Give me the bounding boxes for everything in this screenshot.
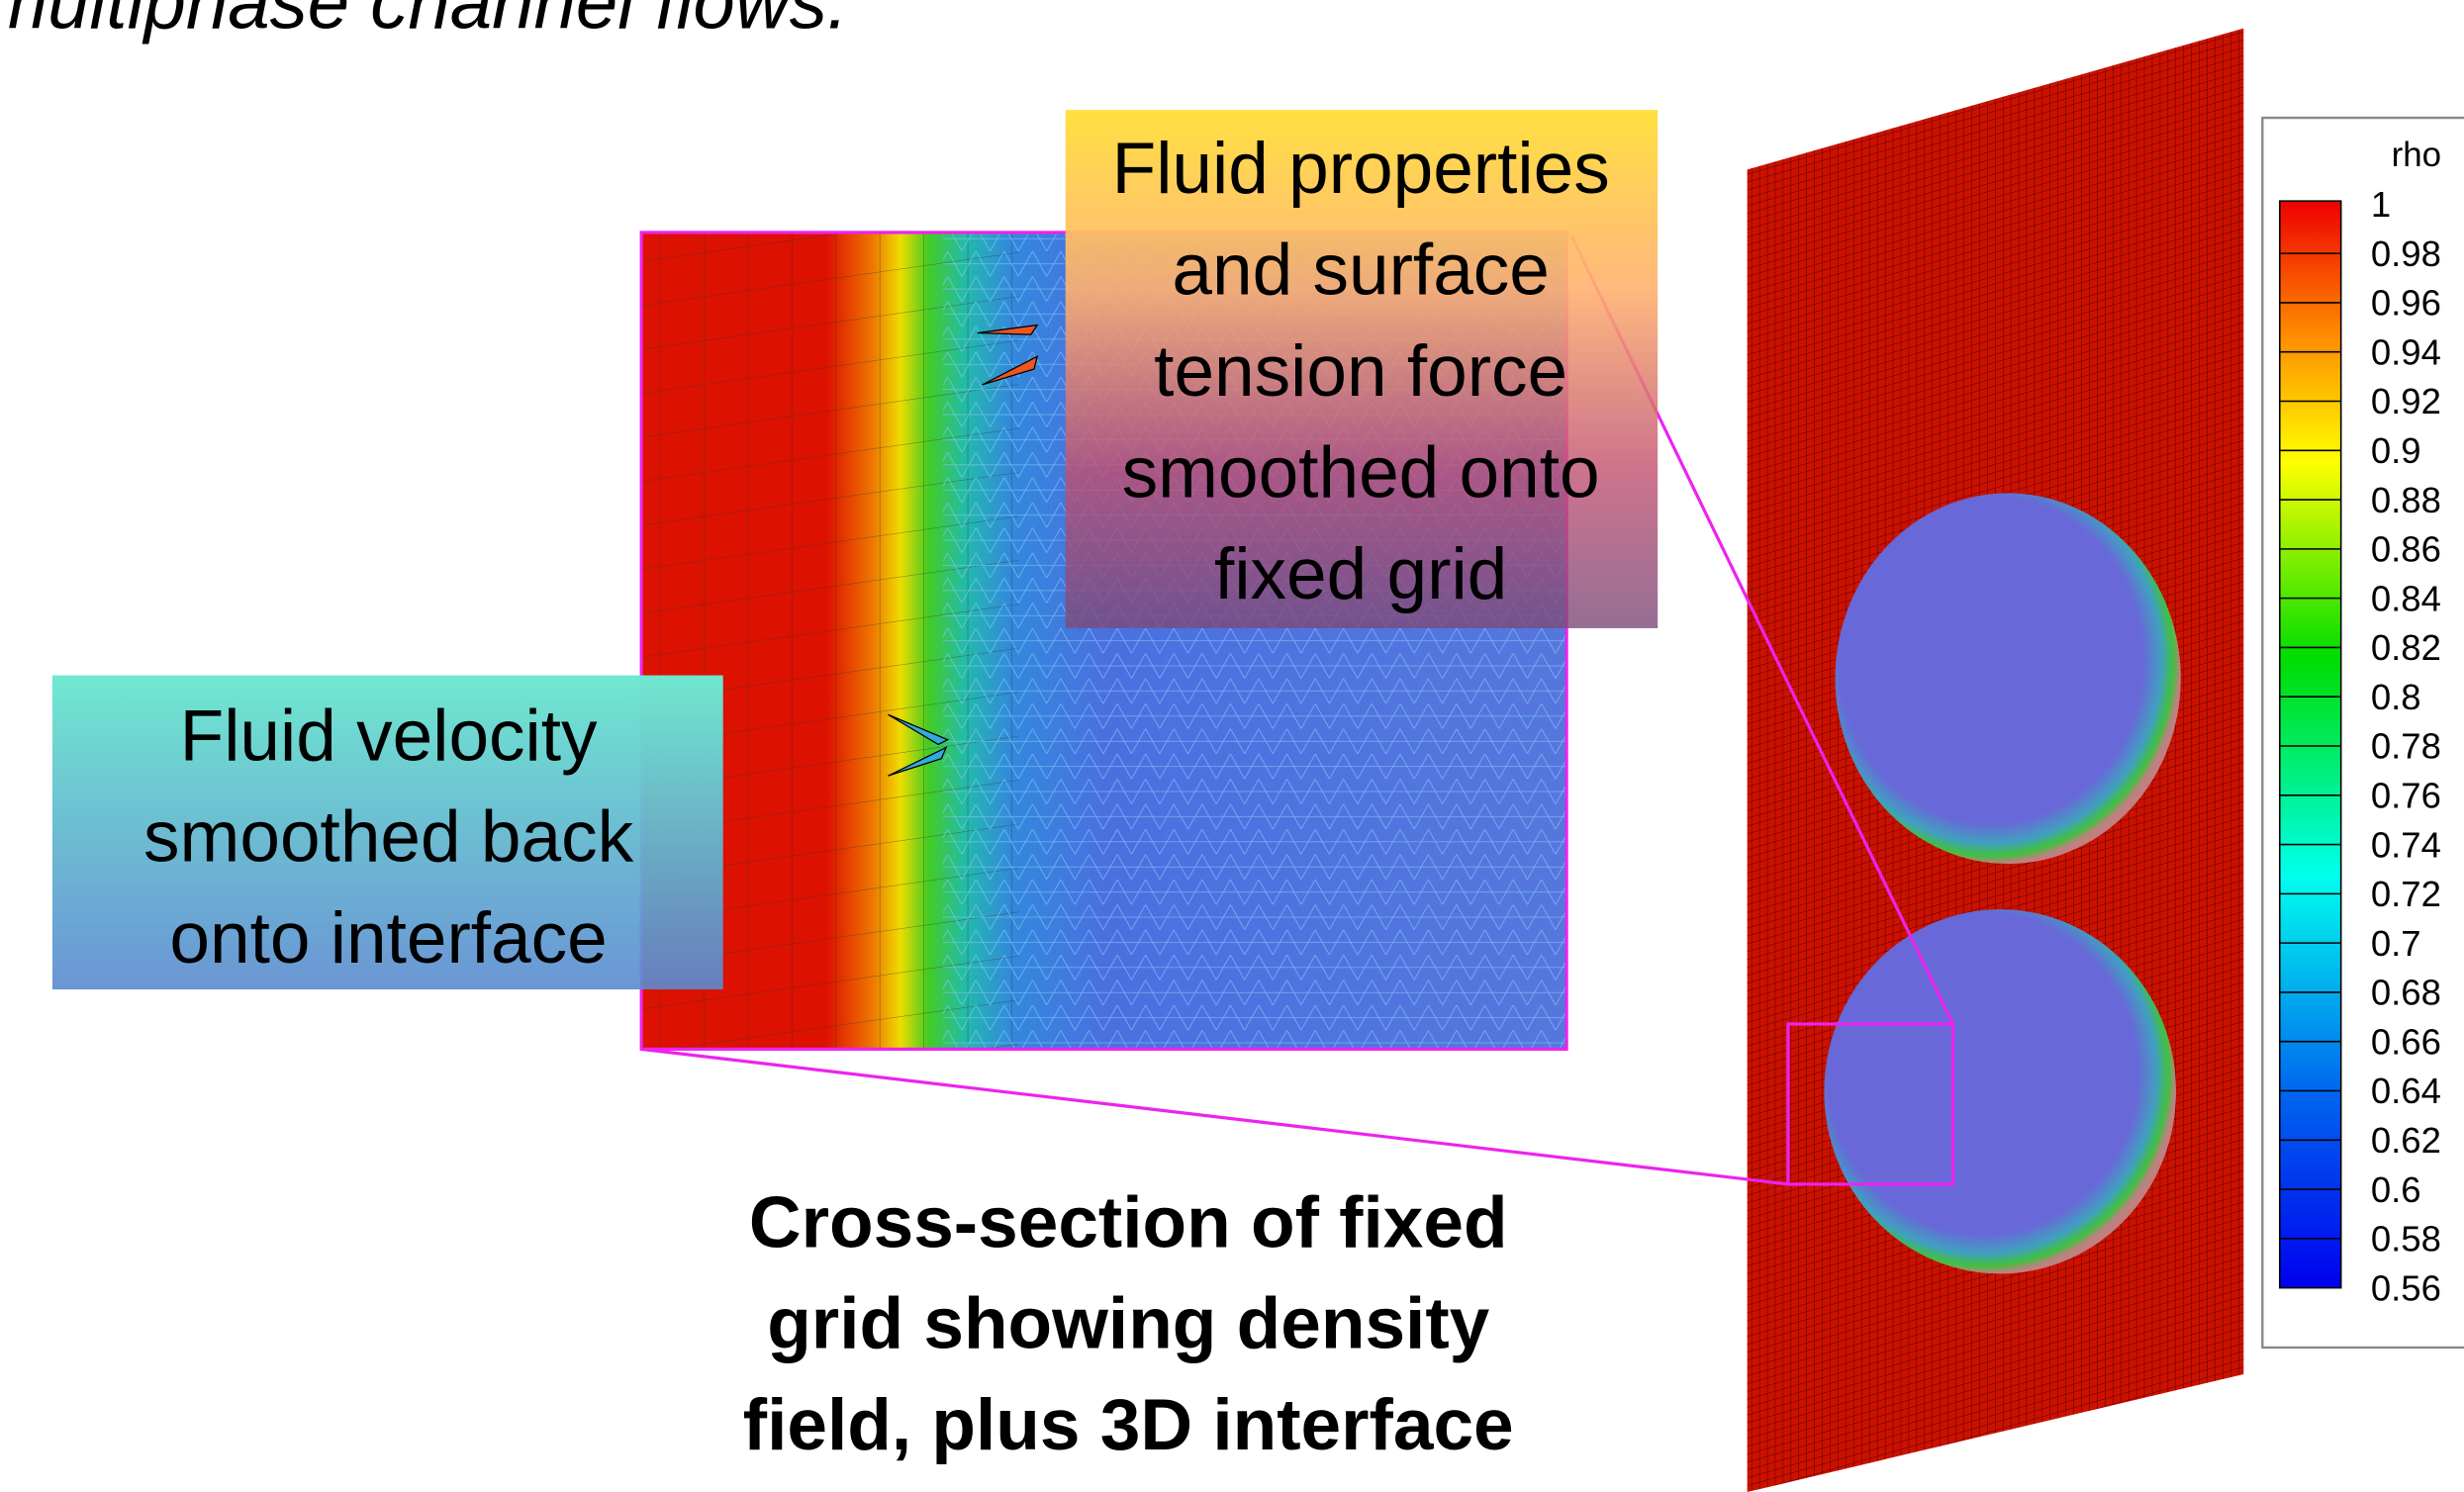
colorbar-label: 0.76 <box>2371 775 2441 815</box>
colorbar-label: 1 <box>2371 184 2391 225</box>
text-line: Cross-section of fixed <box>749 1182 1508 1262</box>
slide: multiphase channel flows. Fluid properti… <box>0 0 2464 1492</box>
colorbar-label: 0.68 <box>2371 973 2441 1013</box>
text-line: tension force <box>1154 331 1567 412</box>
colorbar-label: 0.7 <box>2371 923 2421 964</box>
caption: Cross-section of fixed grid showing densi… <box>743 1182 1514 1465</box>
colorbar-title: rho <box>2392 136 2441 174</box>
colorbar-label: 0.8 <box>2371 677 2421 717</box>
text-line: smoothed back <box>143 797 634 878</box>
colorbar-label: 0.62 <box>2371 1120 2441 1161</box>
plane-3d <box>1748 29 2244 1492</box>
title: multiphase channel flows. <box>0 0 848 46</box>
colorbar-label: 0.6 <box>2371 1169 2421 1210</box>
text-line: field, plus 3D interface <box>743 1385 1514 1465</box>
colorbar-label: 0.84 <box>2371 578 2441 618</box>
colorbar-label: 0.56 <box>2371 1267 2441 1308</box>
colorbar-label: 0.82 <box>2371 627 2441 668</box>
colorbar-label: 0.64 <box>2371 1071 2441 1111</box>
colorbar-label: 0.9 <box>2371 430 2421 471</box>
colorbar-label: 0.66 <box>2371 1021 2441 1062</box>
colorbar-label: 0.94 <box>2371 331 2441 372</box>
colorbar-label: 0.86 <box>2371 529 2441 570</box>
text-line: onto interface <box>169 898 607 979</box>
colorbar-label: 0.78 <box>2371 726 2441 767</box>
text-line: smoothed onto <box>1122 432 1600 513</box>
text-line: grid showing density <box>767 1284 1489 1364</box>
text-line: Fluid velocity <box>180 696 598 776</box>
colorbar-label: 0.74 <box>2371 824 2441 865</box>
colorbar-label: 0.88 <box>2371 480 2441 520</box>
page: multiphase channel flows. Fluid properti… <box>0 0 2464 1492</box>
colorbar-label: 0.58 <box>2371 1219 2441 1259</box>
text-line: fixed grid <box>1214 534 1507 614</box>
colorbar-label: 0.72 <box>2371 874 2441 914</box>
text-line: Fluid properties <box>1112 129 1610 209</box>
colorbar: rho 1 0.98 0.96 0.94 0.92 0.9 0.88 0.86 0.84 0.82… <box>2262 118 2464 1348</box>
colorbar-label: 0.96 <box>2371 283 2441 324</box>
callout-text: Fluid velocity smoothed back onto interfac… <box>143 696 634 979</box>
colorbar-label: 0.98 <box>2371 233 2441 274</box>
colorbar-label: 0.92 <box>2371 381 2441 421</box>
text-line: and surface <box>1172 231 1549 311</box>
